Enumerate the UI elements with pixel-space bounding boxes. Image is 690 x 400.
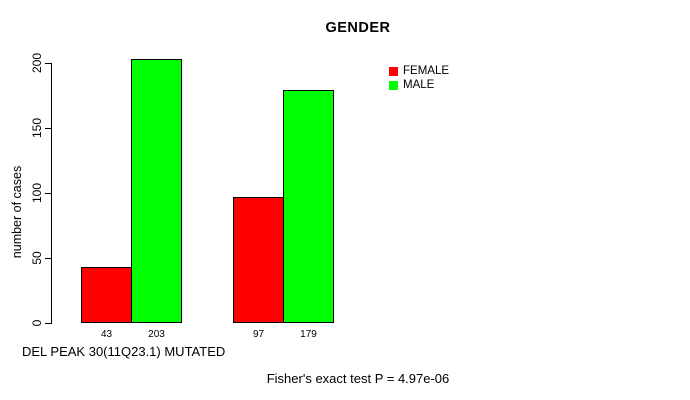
y-tick-label: 50: [30, 251, 44, 265]
y-tick-mark: [45, 63, 51, 64]
legend: FEMALE MALE: [389, 64, 449, 92]
x-axis-label: DEL PEAK 30(11Q23.1) MUTATED: [22, 344, 226, 359]
legend-item-male: MALE: [389, 78, 449, 92]
y-tick-label: 100: [30, 182, 44, 204]
bar-value-label: 179: [300, 329, 317, 340]
bar-male-group1: [131, 59, 182, 323]
y-tick-mark: [45, 258, 51, 259]
y-tick-mark: [45, 193, 51, 194]
bar-female-group2: [233, 197, 284, 323]
legend-swatch-male: [389, 80, 398, 90]
legend-label: MALE: [403, 79, 435, 91]
legend-item-female: FEMALE: [389, 64, 449, 78]
y-tick-label: 200: [30, 52, 44, 74]
fisher-test-annotation: Fisher's exact test P = 4.97e-06: [266, 371, 450, 386]
legend-swatch-female: [389, 66, 398, 76]
y-tick-label: 0: [30, 319, 44, 327]
bar-value-label: 43: [100, 329, 113, 340]
y-tick-mark: [45, 323, 51, 324]
bar-value-label: 203: [148, 329, 165, 340]
bar-male-group2: [283, 90, 334, 323]
y-tick-mark: [45, 128, 51, 129]
bar-female-group1: [81, 267, 132, 323]
y-tick-label: 150: [30, 117, 44, 139]
y-axis-line: [51, 63, 52, 324]
y-axis-label: number of cases: [10, 165, 24, 259]
bar-value-label: 97: [252, 329, 265, 340]
legend-label: FEMALE: [403, 65, 450, 77]
chart-title: GENDER: [325, 20, 391, 36]
